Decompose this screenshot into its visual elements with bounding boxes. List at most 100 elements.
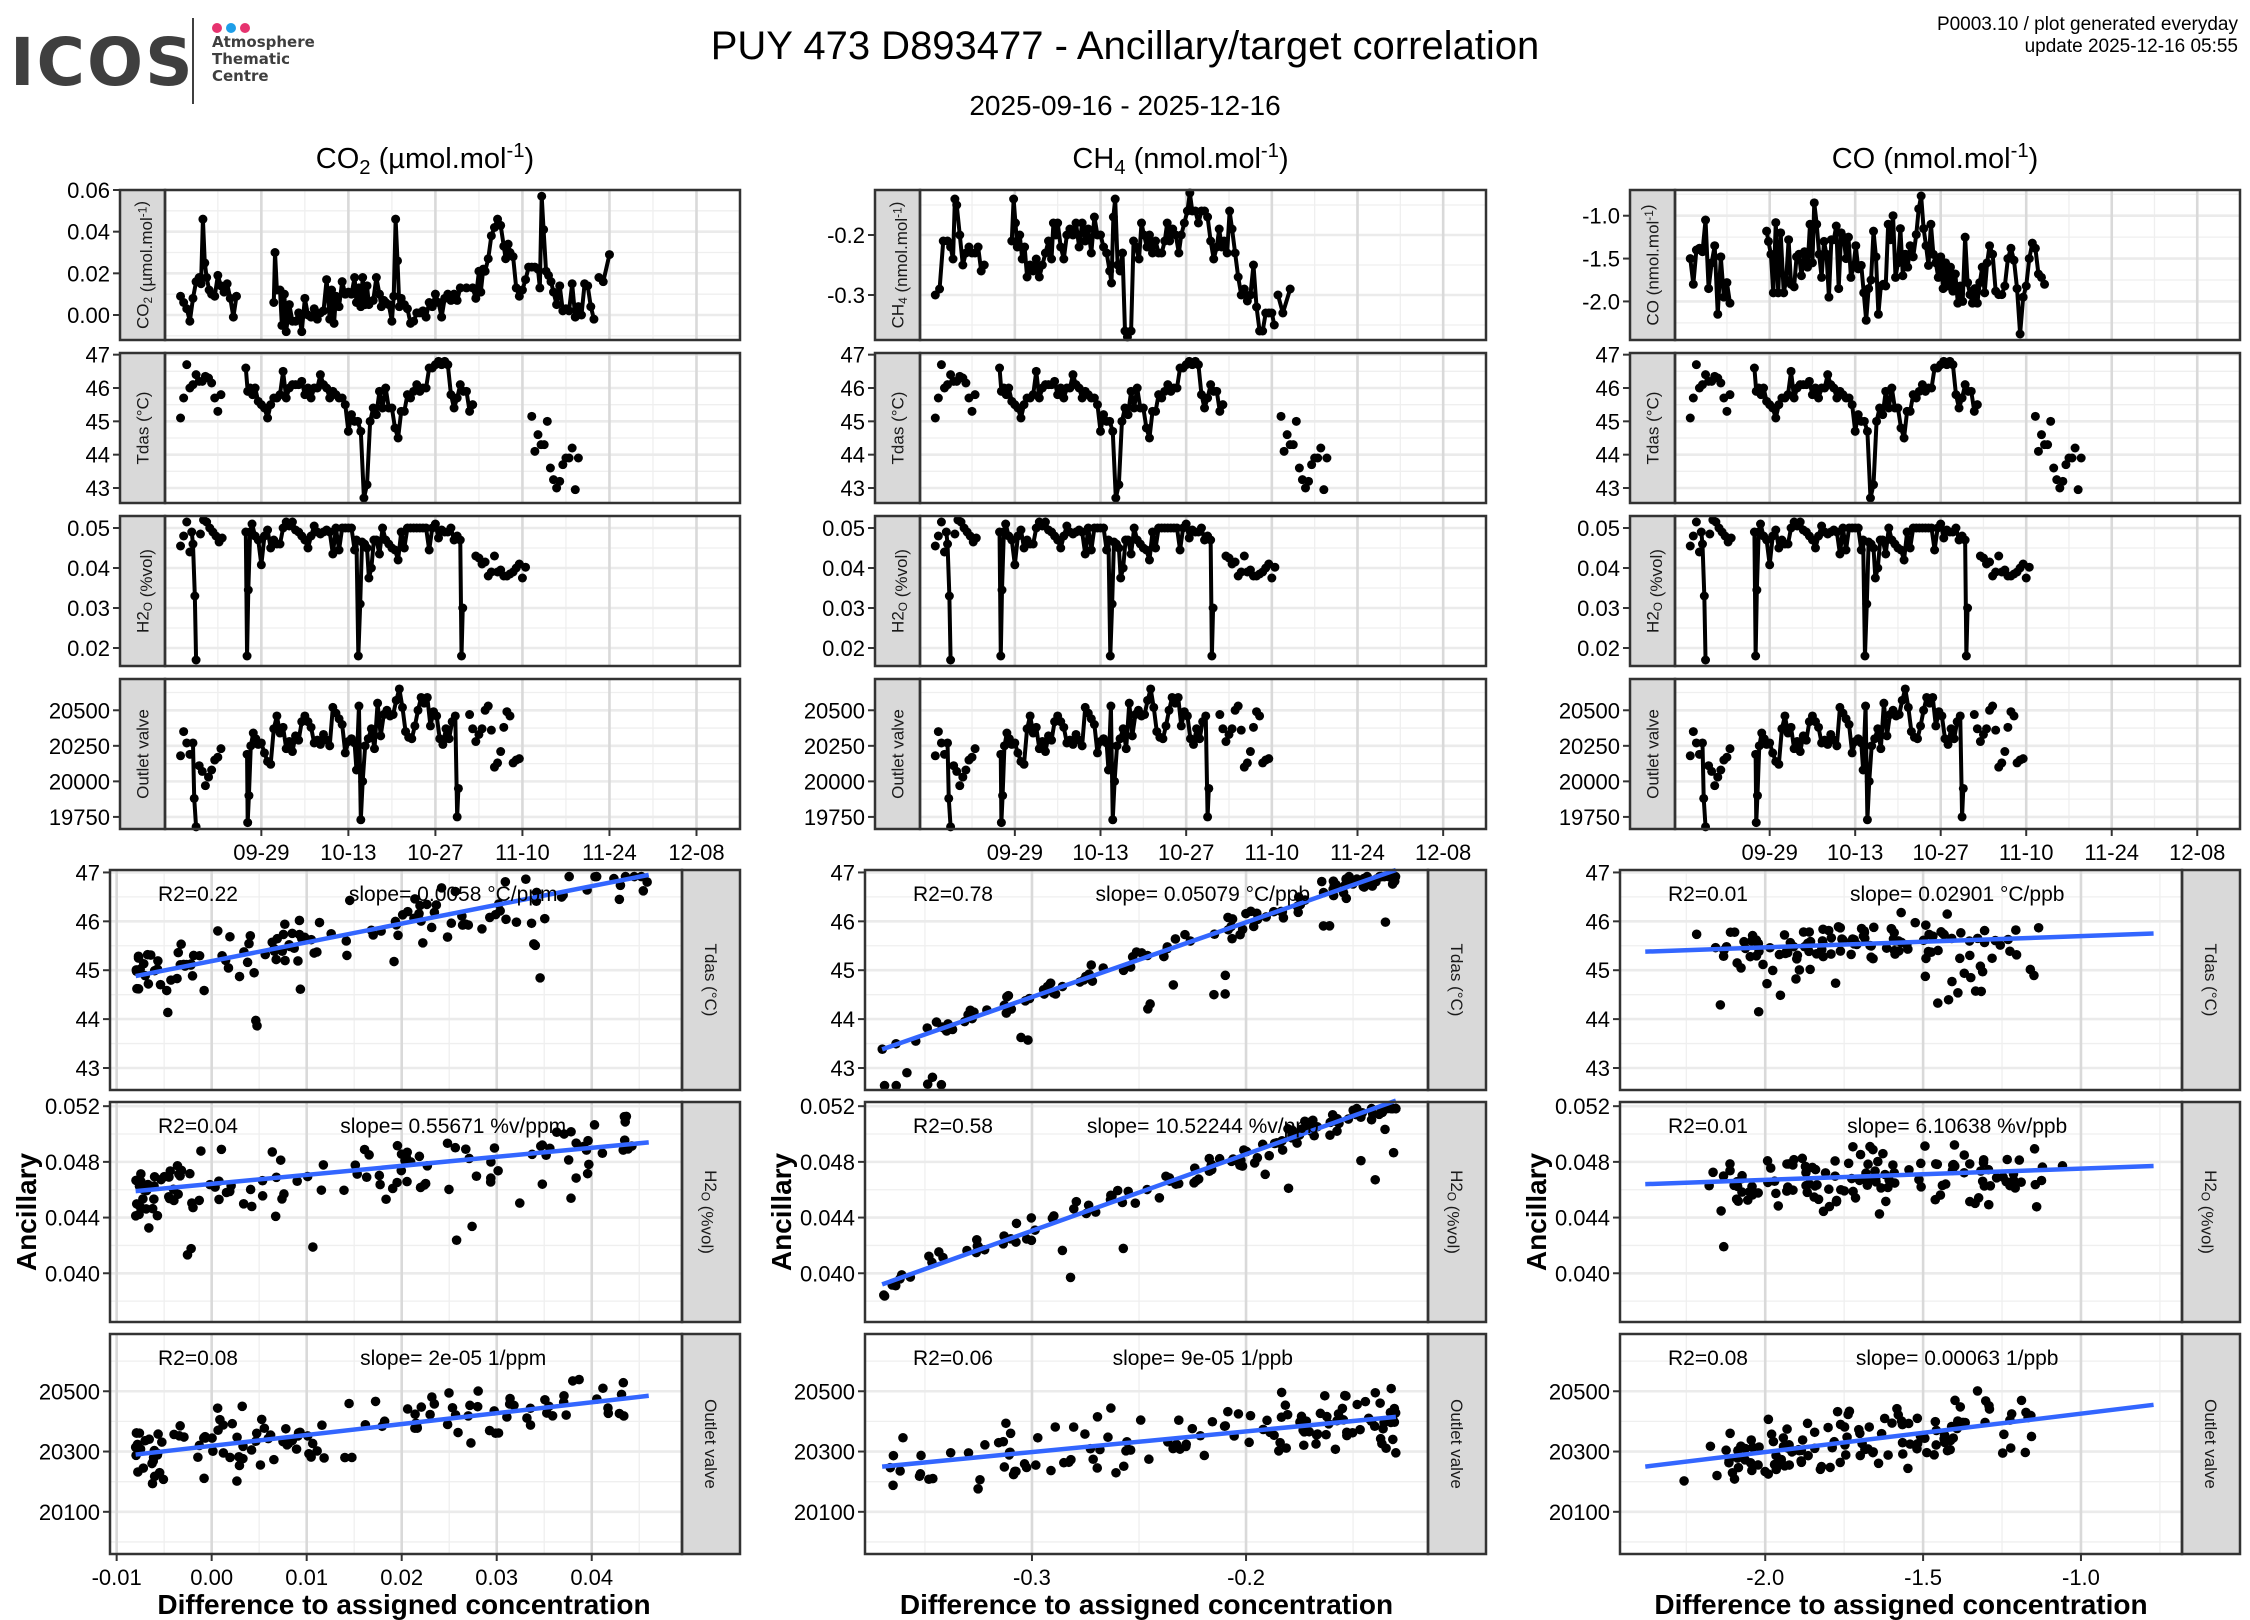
scatter-point: [163, 1191, 174, 1202]
scatter-point: [1244, 1437, 1254, 1448]
data-point: [353, 416, 363, 426]
scatter-point: [902, 1067, 912, 1078]
data-point: [1795, 517, 1805, 527]
data-point: [1834, 284, 1844, 294]
data-point: [434, 533, 444, 543]
data-point: [2021, 281, 2031, 291]
data-point: [1685, 751, 1695, 761]
data-point: [325, 741, 335, 751]
data-point: [1193, 360, 1203, 370]
panel-border: [108, 868, 684, 1092]
data-point: [388, 710, 398, 720]
data-point: [1236, 725, 1246, 735]
data-point: [1102, 248, 1112, 258]
scatter-point: [1223, 1406, 1233, 1417]
scatter-point: [1316, 876, 1327, 887]
scatter-point: [1792, 950, 1803, 961]
scatter-point: [225, 931, 235, 942]
data-point: [204, 772, 214, 782]
data-point: [185, 749, 195, 759]
data-point: [1903, 702, 1913, 712]
scatter-point: [1245, 1410, 1256, 1421]
data-point: [187, 527, 197, 537]
data-point: [2046, 416, 2056, 426]
scatter-point: [1936, 927, 1946, 937]
x-tick-label: -0.2: [1227, 1565, 1265, 1590]
data-point: [1245, 747, 1255, 757]
scatter-point: [477, 924, 487, 934]
scatter-point: [1928, 931, 1938, 942]
scatter-point: [1835, 946, 1846, 956]
y-tick-label: 47: [86, 343, 110, 368]
slope-annotation: slope= 0.05079 °C/ppb: [1096, 883, 1310, 906]
data-point: [210, 291, 220, 301]
data-point: [294, 735, 304, 745]
data-point: [527, 411, 537, 421]
scatter-point: [1805, 964, 1815, 975]
data-point: [1195, 734, 1205, 744]
scatter-point: [1763, 1414, 1774, 1425]
data-point: [340, 748, 350, 758]
data-point: [1189, 739, 1199, 749]
scatter-point: [1131, 947, 1142, 957]
data-point: [1805, 219, 1815, 229]
data-point: [1141, 545, 1151, 555]
scatter-point: [1778, 1433, 1789, 1443]
data-point: [430, 289, 440, 299]
scatter-point: [1765, 1163, 1776, 1173]
data-point: [1939, 533, 1949, 543]
scatter-point: [1853, 1424, 1864, 1435]
scatter-point: [1791, 974, 1801, 984]
data-point: [329, 318, 339, 328]
scatter-point: [526, 918, 537, 929]
scatter-point: [1836, 1184, 1846, 1195]
scatter-point: [1321, 1429, 1331, 1440]
scatter-point: [1064, 1457, 1074, 1468]
data-point: [1233, 272, 1243, 282]
scatter-point: [1387, 879, 1398, 889]
scatter-point: [1839, 1422, 1850, 1432]
data-point: [368, 295, 378, 305]
data-point: [973, 242, 983, 252]
data-point: [1864, 776, 1874, 786]
scatter-point: [1930, 1416, 1941, 1427]
data-point: [1111, 493, 1121, 503]
data-point: [477, 724, 487, 734]
data-point: [391, 214, 401, 224]
scatter-point: [1825, 1462, 1835, 1473]
scatter-point: [1802, 1418, 1813, 1429]
scatter-point: [1922, 1447, 1932, 1458]
column-title-co2: CO2 (µmol.mol-1): [316, 140, 534, 179]
slope-annotation: slope= 0.55671 %v/ppm: [340, 1115, 566, 1138]
panel-border: [163, 514, 742, 668]
data-point: [1713, 772, 1723, 782]
data-point: [1823, 370, 1833, 380]
x-tick-label: 12-08: [1415, 840, 1471, 865]
scatter-point: [1380, 1124, 1390, 1135]
data-point: [1810, 543, 1820, 553]
data-point: [200, 781, 210, 791]
data-point: [409, 316, 419, 326]
data-point: [1207, 651, 1217, 661]
scatter-point: [199, 1473, 209, 1484]
data-point: [259, 748, 269, 758]
scatter-point: [1859, 926, 1870, 936]
data-point: [1856, 738, 1866, 748]
scatter-point: [1737, 1170, 1747, 1181]
data-point: [1749, 363, 1759, 373]
scatter-point: [1325, 1130, 1335, 1141]
scatter-point: [1874, 1209, 1885, 1219]
scatter-point: [1970, 1198, 1980, 1209]
scatter-point: [1030, 1460, 1041, 1470]
scatter-point: [571, 1138, 581, 1148]
scatter-point: [136, 1169, 146, 1179]
data-point: [1182, 711, 1192, 721]
data-point: [468, 724, 478, 734]
scatter-point: [1879, 1413, 1890, 1424]
scatter-point: [425, 1409, 435, 1420]
data-point: [1786, 366, 1796, 376]
scatter-point: [1818, 951, 1829, 962]
scatter-point: [1903, 1463, 1913, 1474]
data-point: [1965, 290, 1975, 300]
data-point: [496, 220, 506, 230]
